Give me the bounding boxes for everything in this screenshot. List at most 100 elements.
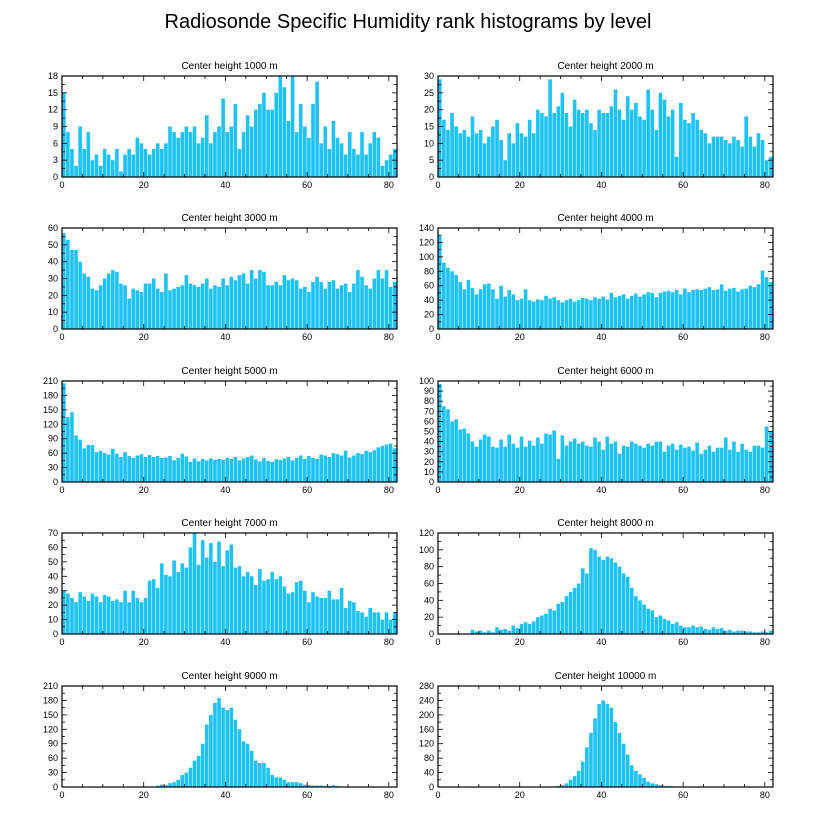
y-tick-label: 9 [53,122,58,132]
x-tick-label: 20 [139,332,149,342]
y-tick-label: 0 [53,629,58,639]
histogram-bar [98,165,103,177]
histogram-bar [311,785,315,787]
histogram-bar [151,148,156,177]
histogram-bar [695,627,699,634]
histogram-bar [90,160,95,177]
histogram-bar [732,631,736,634]
x-tick-label: 0 [435,790,440,800]
histogram-bar [605,704,610,787]
histogram-bar [617,732,622,787]
histogram-bar [254,278,258,329]
histogram-bar [687,627,691,634]
histogram-bar [495,447,499,482]
histogram-bar [650,610,655,634]
histogram-bar [78,592,82,634]
histogram-bar [368,452,372,482]
histogram-bar [748,285,753,329]
histogram-bar [323,126,328,177]
histogram-bar [62,383,66,482]
histogram-bar [352,455,356,482]
histogram-bar [523,289,528,329]
x-tick-label: 40 [220,485,230,495]
histogram-bar [254,459,258,482]
histogram-bar [544,613,548,634]
histogram-bar [580,297,585,329]
histogram-bar [343,450,348,482]
histogram-bar [303,590,307,634]
histogram-bar [552,430,556,482]
histogram-bar [298,455,303,482]
y-tick-label: 120 [419,739,434,749]
histogram-bar [666,620,671,634]
histogram-bar [556,300,561,329]
histogram-bar [740,443,744,482]
histogram-panel-4: Center height 4000 m 0 20 40 60 80 0 20 40 60 80 10… [419,213,774,342]
histogram-bar [585,298,589,329]
histogram-bar [380,619,385,634]
histogram-bar [593,437,597,482]
histogram-bar [356,270,360,329]
histogram-panel-8: Center height 8000 m 0 20 40 60 80 0 20 40 60 80 10… [419,518,774,647]
histogram-bar [164,457,168,482]
histogram-bar [168,456,172,482]
y-tick-label: 280 [419,681,434,691]
histogram-bar [119,171,123,177]
histogram-bar [119,283,123,329]
histogram-bar [585,573,589,634]
histogram-bar [482,434,487,482]
histogram-bar [307,137,311,177]
histogram-bar [360,612,364,634]
histogram-bar [638,600,642,634]
x-tick-label: 20 [515,332,525,342]
y-tick-label: 18 [48,71,58,81]
histogram-bar [266,109,270,177]
histogram-bar [311,104,315,177]
histogram-bar [523,446,528,482]
histogram-bar [638,296,642,329]
x-tick-label: 0 [59,790,64,800]
histogram-bar [768,156,773,177]
y-tick-label: 40 [424,437,434,447]
histogram-bar [576,770,581,787]
histogram-bar [143,283,148,329]
x-tick-label: 20 [515,637,525,647]
histogram-bar [711,451,716,482]
histogram-bar [200,458,205,482]
histogram-bar [311,281,315,329]
histogram-bar [327,590,332,634]
x-tick-label: 60 [678,332,688,342]
histogram-bar [670,292,675,329]
histogram-bar [286,593,291,634]
histogram-bar [540,300,544,329]
histogram-bar [503,296,507,329]
histogram-bar [66,417,70,482]
histogram-bar [458,282,463,329]
histogram-bar [160,784,164,787]
x-tick-label: 0 [435,637,440,647]
histogram-bar [102,148,107,177]
y-tick-label: 140 [419,223,434,233]
histogram-bar [392,148,397,177]
histogram-bar [621,445,626,482]
histogram-bar [576,300,581,329]
histogram-bar [245,283,250,329]
y-tick-label: 240 [419,695,434,705]
histogram-bar [523,136,528,177]
histogram-bar [262,92,266,177]
y-tick-label: 150 [43,405,58,415]
histogram-bar [233,456,238,482]
histogram-bar [728,629,732,634]
histogram-bar [670,109,675,177]
y-tick-label: 60 [48,542,58,552]
histogram-bar [605,556,610,634]
histogram-bar [589,548,593,634]
x-tick-label: 0 [435,332,440,342]
histogram-bar [98,602,103,634]
histogram-bar [66,239,70,329]
x-tick-label: 80 [760,790,770,800]
histogram-bar [478,289,483,329]
histogram-bar [691,290,695,329]
histogram-bar [392,448,397,482]
